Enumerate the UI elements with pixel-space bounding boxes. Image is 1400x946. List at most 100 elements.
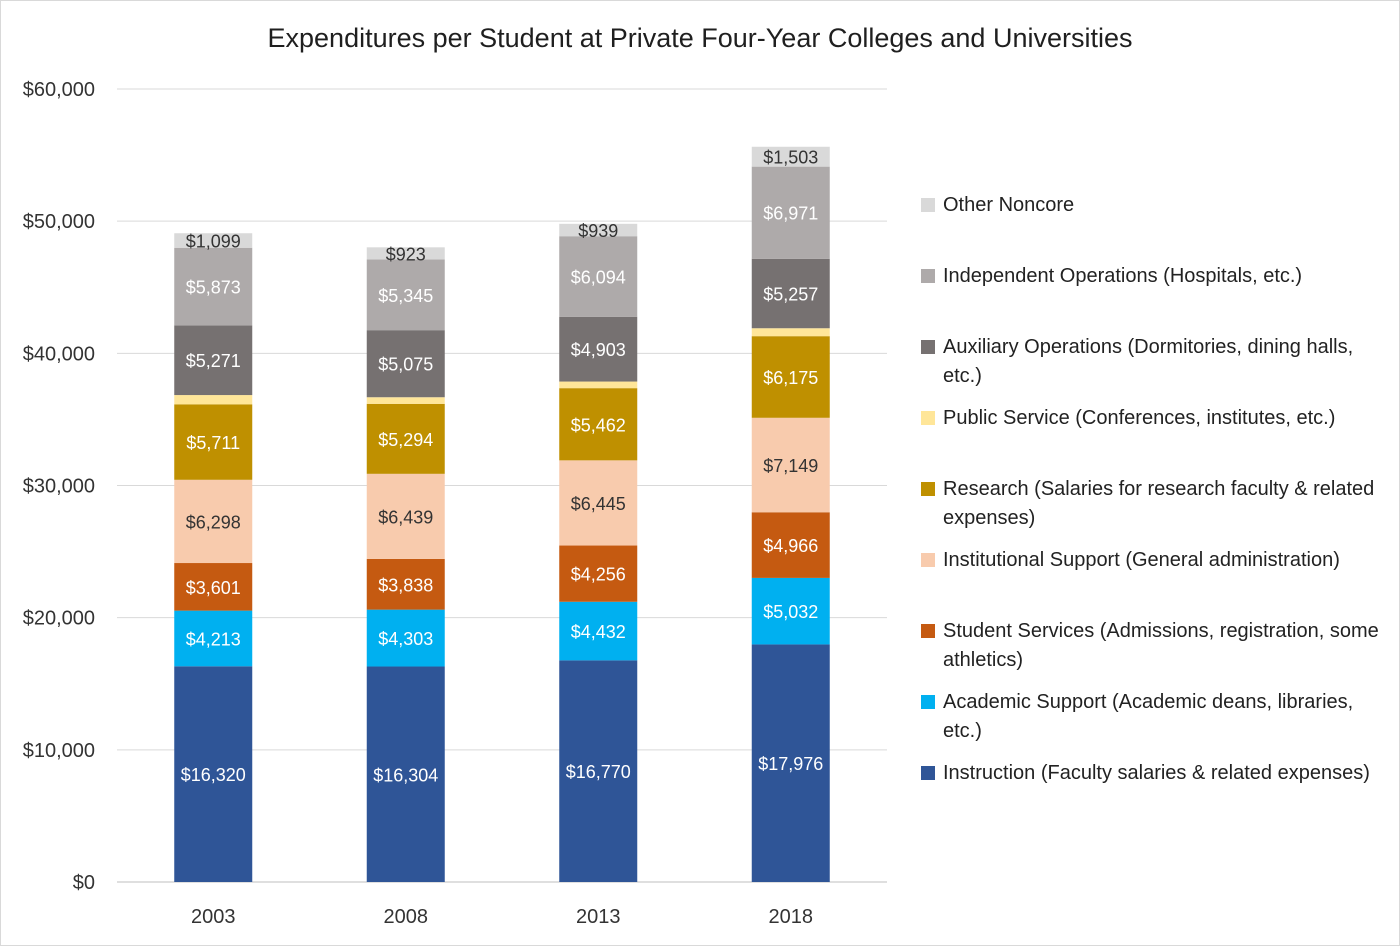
- data-label: $5,257: [763, 285, 818, 305]
- legend-item: Other Noncore: [921, 191, 1383, 220]
- data-label: $5,271: [186, 351, 241, 371]
- legend-item: Institutional Support (General administr…: [921, 546, 1383, 575]
- data-label: $4,903: [571, 340, 626, 360]
- bar-segment: [751, 258, 830, 329]
- bar-segment: [751, 577, 830, 645]
- bar-segment: [366, 473, 445, 559]
- legend-swatch: [921, 766, 935, 780]
- data-label: $5,873: [186, 278, 241, 298]
- data-label: $6,298: [186, 512, 241, 532]
- bar-segment: [174, 404, 253, 480]
- y-tick-label: $0: [73, 872, 95, 894]
- bar-segment: [559, 381, 638, 389]
- chart-title: Expenditures per Student at Private Four…: [267, 23, 1133, 53]
- legend-swatch: [921, 695, 935, 709]
- data-label: $6,971: [763, 204, 818, 224]
- legend-item: Research (Salaries for research faculty …: [921, 475, 1383, 533]
- bar-segment: [174, 233, 253, 248]
- legend-label: Institutional Support (General administr…: [943, 549, 1340, 571]
- data-label: $5,075: [378, 355, 433, 375]
- data-label: $17,976: [758, 754, 823, 774]
- data-label: $6,445: [571, 494, 626, 514]
- data-label: $16,304: [373, 765, 438, 785]
- data-label: $5,462: [571, 415, 626, 435]
- bar-segment: [174, 325, 253, 396]
- bar-segment: [751, 644, 830, 882]
- data-label: $4,966: [763, 536, 818, 556]
- bar-segment: [366, 403, 445, 474]
- bar-segment: [174, 479, 253, 564]
- data-label: $6,175: [763, 368, 818, 388]
- legend-item: Student Services (Admissions, registrati…: [921, 617, 1383, 675]
- bar-segment: [751, 512, 830, 578]
- data-label: $5,711: [186, 433, 240, 453]
- x-tick-label: 2008: [384, 906, 429, 928]
- bar-segment: [559, 601, 638, 661]
- bar-segment: [751, 166, 830, 259]
- legend-label: Student Services (Admissions, registrati…: [943, 620, 1379, 671]
- legend-swatch: [921, 624, 935, 638]
- bar-segment: [174, 666, 253, 882]
- y-tick-label: $30,000: [23, 476, 95, 498]
- legend-label: Auxiliary Operations (Dormitories, dinin…: [943, 336, 1354, 387]
- data-label: $5,294: [378, 430, 433, 450]
- bar-segment: [366, 558, 445, 610]
- data-label: $5,345: [378, 286, 433, 306]
- bar-segment: [559, 388, 638, 461]
- legend-item: Instruction (Faculty salaries & related …: [921, 759, 1383, 788]
- bar-segment: [174, 610, 253, 667]
- y-tick-label: $20,000: [23, 608, 95, 630]
- y-tick-label: $40,000: [23, 343, 95, 365]
- y-tick-label: $60,000: [23, 79, 95, 101]
- data-label: $1,503: [763, 148, 818, 168]
- data-label: $6,094: [571, 267, 626, 287]
- y-tick-label: $50,000: [23, 211, 95, 233]
- data-label: $4,256: [571, 565, 626, 585]
- bar-segment: [751, 336, 830, 418]
- bar-segment: [366, 609, 445, 667]
- data-label: $3,838: [378, 575, 433, 595]
- legend-label: Other Noncore: [943, 194, 1075, 216]
- legend-label: Instruction (Faculty salaries & related …: [943, 762, 1370, 784]
- y-tick-label: $10,000: [23, 740, 95, 762]
- legend-label: Academic Support (Academic deans, librar…: [943, 691, 1354, 742]
- x-tick-label: 2013: [576, 906, 621, 928]
- legend-swatch: [921, 553, 935, 567]
- legend-swatch: [921, 340, 935, 354]
- bar-segment: [174, 563, 253, 611]
- legend-swatch: [921, 269, 935, 283]
- data-label: $1,099: [186, 232, 241, 252]
- bar-segment: [366, 259, 445, 331]
- bar-segment: [751, 417, 830, 513]
- legend-item: Auxiliary Operations (Dormitories, dinin…: [921, 333, 1383, 391]
- bar-segment: [559, 223, 638, 237]
- legend-label: Research (Salaries for research faculty …: [943, 478, 1375, 529]
- data-label: $4,432: [571, 622, 626, 642]
- data-label: $3,601: [186, 578, 241, 598]
- legend-item: Academic Support (Academic deans, librar…: [921, 688, 1383, 746]
- data-label: $16,770: [566, 762, 631, 782]
- legend-swatch: [921, 411, 935, 425]
- bar-segment: [751, 146, 830, 167]
- data-label: $6,439: [378, 507, 433, 527]
- x-tick-label: 2003: [191, 906, 236, 928]
- data-label: $923: [386, 244, 426, 264]
- legend-label: Independent Operations (Hospitals, etc.): [943, 265, 1303, 287]
- bar-segment: [366, 330, 445, 398]
- bar-segment: [559, 236, 638, 317]
- legend-swatch: [921, 198, 935, 212]
- bar-segment: [751, 328, 830, 337]
- data-label: $5,032: [763, 602, 818, 622]
- legend-label: Public Service (Conferences, institutes,…: [943, 407, 1336, 429]
- bar-segment: [366, 666, 445, 882]
- bar-segment: [366, 247, 445, 260]
- bar-segment: [559, 460, 638, 546]
- data-label: $4,213: [186, 629, 241, 649]
- legend-item: Independent Operations (Hospitals, etc.): [921, 262, 1383, 291]
- bar-segment: [366, 397, 445, 404]
- data-label: $7,149: [763, 456, 818, 476]
- data-label: $16,320: [181, 765, 246, 785]
- x-tick-label: 2018: [769, 906, 814, 928]
